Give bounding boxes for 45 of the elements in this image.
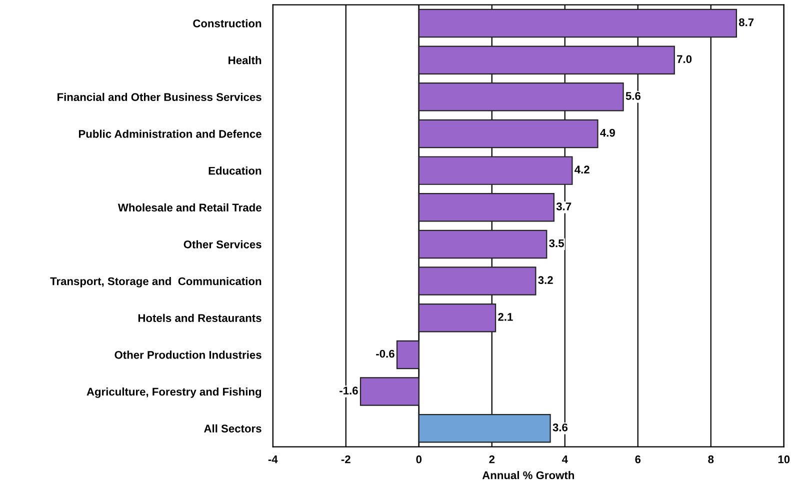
bar [418, 230, 548, 259]
data-label: 3.6 [552, 423, 568, 432]
data-label: -1.6 [340, 386, 358, 395]
y-tick-label: Construction [193, 19, 262, 28]
bar [418, 46, 675, 74]
x-axis-title: Annual % Growth [482, 471, 574, 480]
data-label: 5.6 [626, 92, 641, 100]
data-label: 4.9 [600, 128, 615, 137]
x-tick-label: 4 [562, 456, 568, 464]
data-label: 3.2 [538, 276, 553, 284]
bar [418, 82, 624, 112]
bar [396, 340, 420, 370]
data-label: 7.0 [677, 55, 692, 64]
y-tick-label: Transport, Storage and Communication [50, 277, 262, 288]
y-tick-label: Agriculture, Forestry and Fishing [86, 388, 262, 398]
bar [418, 8, 737, 38]
bar [418, 304, 496, 332]
bar [418, 414, 551, 443]
bar [418, 119, 598, 148]
x-tick-label: -4 [268, 456, 278, 464]
bar [360, 377, 420, 406]
bar [418, 156, 573, 185]
bar [418, 266, 536, 296]
data-label: 8.7 [738, 18, 754, 26]
y-tick-label: Education [208, 166, 262, 175]
data-label: 3.7 [556, 202, 572, 210]
x-tick-label: 2 [489, 455, 495, 464]
y-tick-label: Financial and Other Business Services [58, 92, 262, 102]
y-tick-label: Other Production Industries [114, 350, 262, 359]
x-tick-label: -2 [341, 455, 350, 464]
y-tick-label: Health [228, 56, 262, 64]
data-label: -0.6 [376, 350, 394, 358]
y-tick-label: Other Services [184, 240, 262, 248]
x-tick-label: 6 [635, 455, 641, 464]
data-label: 2.1 [498, 312, 513, 321]
y-tick-label: Public Administration and Defence [78, 130, 262, 138]
x-tick-label: 0 [416, 455, 422, 464]
x-tick-label: 8 [708, 455, 714, 464]
data-label: 4.2 [574, 166, 590, 174]
y-tick-label: Wholesale and Retail Trade [118, 203, 262, 212]
y-tick-label: All Sectors [204, 424, 262, 432]
y-tick-label: Hotels and Restaurants [138, 314, 262, 322]
bar [418, 193, 554, 222]
x-tick-label: 10 [778, 455, 790, 464]
data-label: 3.5 [549, 239, 564, 248]
